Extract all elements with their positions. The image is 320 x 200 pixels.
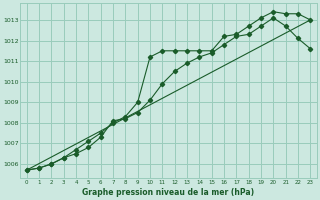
- X-axis label: Graphe pression niveau de la mer (hPa): Graphe pression niveau de la mer (hPa): [83, 188, 255, 197]
